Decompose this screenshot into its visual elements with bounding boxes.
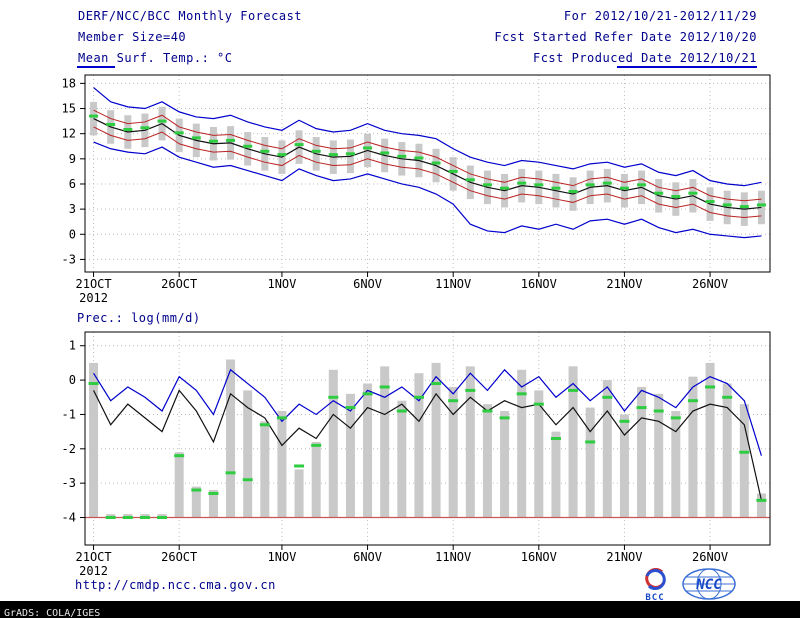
header-underline-left xyxy=(77,66,115,68)
svg-text:-3: -3 xyxy=(62,476,76,490)
svg-text:26OCT: 26OCT xyxy=(161,550,197,564)
svg-text:-2: -2 xyxy=(62,442,76,456)
svg-text:26NOV: 26NOV xyxy=(692,277,728,291)
svg-text:15: 15 xyxy=(62,102,76,116)
svg-text:16NOV: 16NOV xyxy=(521,550,557,564)
svg-text:21NOV: 21NOV xyxy=(606,550,642,564)
header-underline-right xyxy=(617,66,757,68)
svg-text:3: 3 xyxy=(69,202,76,216)
svg-text:2012: 2012 xyxy=(79,564,108,578)
header-title: DERF/NCC/BCC Monthly Forecast xyxy=(78,9,303,23)
svg-text:-1: -1 xyxy=(62,407,76,421)
precip-chart: 1 0 -1 -2 -3 -4 21OCT 26OCT 1NOV 6NOV 11NOV 16NOV 21… xyxy=(62,331,771,578)
header-valid-range: For 2012/10/21-2012/11/29 xyxy=(563,9,757,23)
ncc-logo: NCC xyxy=(682,568,736,600)
svg-text:11NOV: 11NOV xyxy=(435,277,471,291)
header-refer-date: Fcst Started Refer Date 2012/10/20 xyxy=(494,30,757,44)
svg-text:1NOV: 1NOV xyxy=(267,277,296,291)
header-member-size: Member Size=40 xyxy=(78,30,187,44)
svg-text:21OCT: 21OCT xyxy=(76,550,112,564)
svg-text:18: 18 xyxy=(62,76,76,90)
source-url: http://cmdp.ncc.cma.gov.cn xyxy=(75,578,276,592)
svg-text:6: 6 xyxy=(69,177,76,191)
header-variable-label: Mean Surf. Temp.: °C xyxy=(78,51,233,65)
header-left-column: DERF/NCC/BCC Monthly Forecast Member Siz… xyxy=(78,6,302,69)
grads-statusbar: GrADS: COLA/IGES xyxy=(0,601,800,618)
header-right-column: For 2012/10/21-2012/11/29 Fcst Started R… xyxy=(494,6,757,69)
svg-text:11NOV: 11NOV xyxy=(435,550,471,564)
svg-text:26OCT: 26OCT xyxy=(161,277,197,291)
header: DERF/NCC/BCC Monthly Forecast Member Siz… xyxy=(78,6,757,69)
svg-text:9: 9 xyxy=(69,152,76,166)
bcc-logo: BCC xyxy=(645,567,666,602)
svg-text:6NOV: 6NOV xyxy=(353,277,382,291)
svg-text:1: 1 xyxy=(69,339,76,353)
svg-text:0: 0 xyxy=(69,373,76,387)
svg-text:12: 12 xyxy=(62,127,76,141)
svg-text:21OCT: 21OCT xyxy=(76,277,112,291)
grads-credit: GrADS: COLA/IGES xyxy=(4,608,101,618)
svg-text:BCC: BCC xyxy=(645,593,664,602)
header-produced-date: Fcst Produced Date 2012/10/21 xyxy=(532,51,757,65)
footer-logos: BCC NCC xyxy=(638,566,738,602)
svg-text:-3: -3 xyxy=(62,252,76,266)
precip-chart-title: Prec.: log(mm/d) xyxy=(77,311,201,325)
svg-text:NCC: NCC xyxy=(695,577,722,593)
svg-text:0: 0 xyxy=(69,227,76,241)
svg-text:6NOV: 6NOV xyxy=(353,550,382,564)
svg-text:26NOV: 26NOV xyxy=(692,550,728,564)
svg-text:21NOV: 21NOV xyxy=(606,277,642,291)
svg-text:1NOV: 1NOV xyxy=(267,550,296,564)
svg-text:2012: 2012 xyxy=(79,291,108,305)
svg-text:-4: -4 xyxy=(62,511,76,525)
svg-text:16NOV: 16NOV xyxy=(521,277,557,291)
